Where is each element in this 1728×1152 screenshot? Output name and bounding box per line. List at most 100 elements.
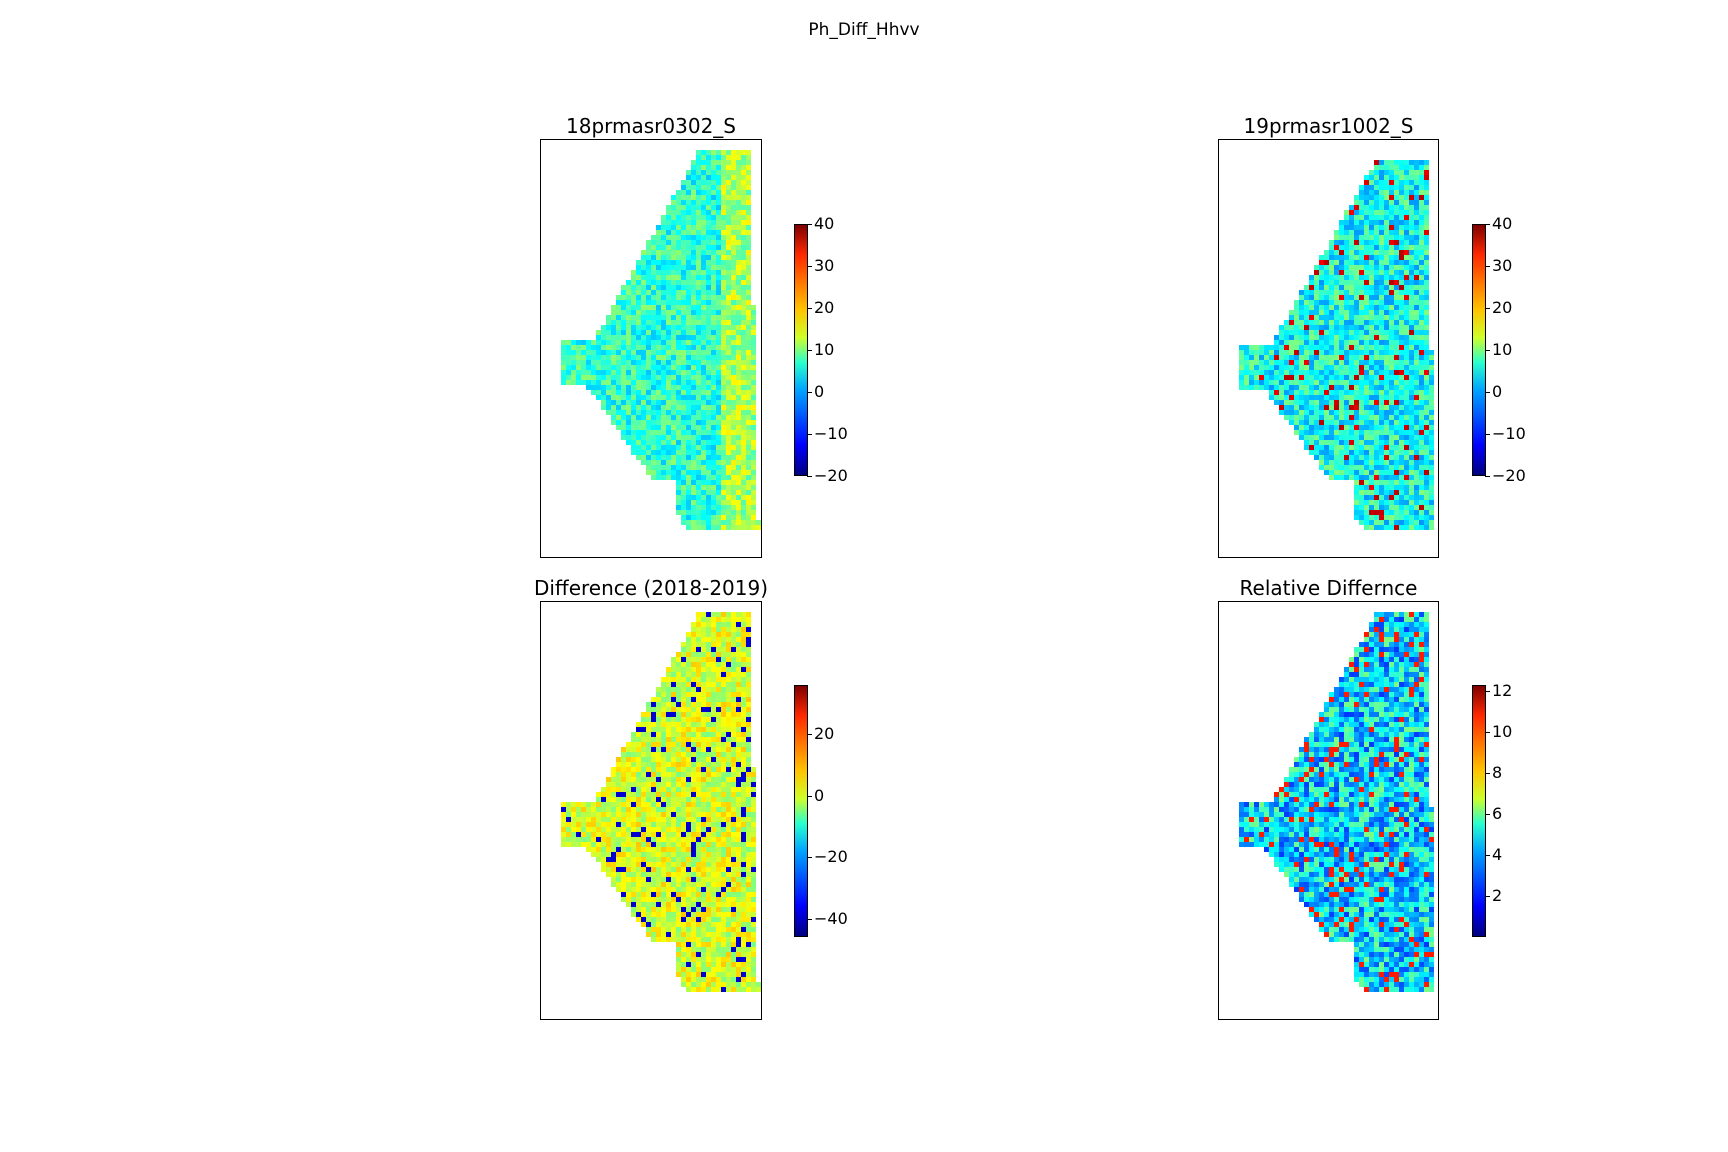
- heatmap-cell: [711, 712, 716, 717]
- heatmap-cell: [1294, 315, 1299, 320]
- heatmap-cell: [1379, 250, 1384, 255]
- heatmap-cell: [631, 300, 636, 305]
- heatmap-cell: [1394, 360, 1399, 365]
- heatmap-cell: [706, 190, 711, 195]
- heatmap-cell: [736, 862, 741, 867]
- heatmap-cell: [1359, 460, 1364, 465]
- heatmap-cell: [1359, 205, 1364, 210]
- heatmap-cell: [741, 732, 746, 737]
- heatmap-cell: [641, 385, 646, 390]
- heatmap-cell: [1369, 275, 1374, 280]
- heatmap-cell: [706, 275, 711, 280]
- heatmap-cell: [726, 717, 731, 722]
- heatmap-cell: [726, 260, 731, 265]
- heatmap-cell: [1369, 425, 1374, 430]
- heatmap-cell: [716, 777, 721, 782]
- heatmap-cell: [671, 822, 676, 827]
- heatmap-cell: [646, 767, 651, 772]
- heatmap-cell: [666, 732, 671, 737]
- heatmap-cell: [751, 817, 756, 822]
- heatmap-cell: [746, 285, 751, 290]
- heatmap-cell: [621, 792, 626, 797]
- heatmap-cell: [1409, 380, 1414, 385]
- heatmap-cell: [716, 185, 721, 190]
- heatmap-cell: [606, 395, 611, 400]
- heatmap-cell: [696, 677, 701, 682]
- heatmap-cell: [691, 642, 696, 647]
- heatmap-cell: [666, 827, 671, 832]
- heatmap-cell: [701, 430, 706, 435]
- heatmap-cell: [731, 722, 736, 727]
- heatmap-cell: [696, 150, 701, 155]
- heatmap-cell: [746, 657, 751, 662]
- heatmap-cell: [736, 712, 741, 717]
- heatmap-cell: [736, 200, 741, 205]
- heatmap-cell: [611, 767, 616, 772]
- heatmap-cell: [1399, 195, 1404, 200]
- heatmap-cell: [676, 250, 681, 255]
- heatmap-cell: [736, 767, 741, 772]
- heatmap-cell: [1314, 435, 1319, 440]
- heatmap-cell: [741, 677, 746, 682]
- heatmap-cell: [636, 752, 641, 757]
- heatmap-cell: [1364, 405, 1369, 410]
- heatmap-cell: [721, 345, 726, 350]
- heatmap-cell: [681, 872, 686, 877]
- heatmap-cell: [1409, 445, 1414, 450]
- heatmap-cell: [1319, 305, 1324, 310]
- heatmap-cell: [706, 757, 711, 762]
- heatmap-cell: [711, 305, 716, 310]
- heatmap-cell: [731, 662, 736, 667]
- heatmap-cell: [666, 862, 671, 867]
- heatmap-cell: [1374, 510, 1379, 515]
- heatmap-cell: [741, 385, 746, 390]
- heatmap-cell: [676, 440, 681, 445]
- heatmap-cell: [1409, 460, 1414, 465]
- heatmap-cell: [731, 485, 736, 490]
- heatmap-cell: [736, 495, 741, 500]
- heatmap-cell: [1324, 260, 1329, 265]
- heatmap-cell: [686, 245, 691, 250]
- heatmap-cell: [726, 480, 731, 485]
- heatmap-cell: [1344, 240, 1349, 245]
- heatmap-cell: [666, 375, 671, 380]
- heatmap-cell: [1394, 365, 1399, 370]
- heatmap-cell: [746, 490, 751, 495]
- heatmap-cell: [1299, 350, 1304, 355]
- heatmap-cell: [681, 330, 686, 335]
- heatmap-cell: [716, 797, 721, 802]
- heatmap-cell: [1349, 475, 1354, 480]
- heatmap-cell: [701, 697, 706, 702]
- heatmap-cell: [626, 872, 631, 877]
- heatmap-cell: [1304, 410, 1309, 415]
- heatmap-cell: [1279, 385, 1284, 390]
- heatmap-cell: [681, 672, 686, 677]
- heatmap-cell: [1424, 255, 1429, 260]
- heatmap-cell: [736, 235, 741, 240]
- heatmap-cell: [656, 270, 661, 275]
- heatmap-cell: [681, 340, 686, 345]
- heatmap-cell: [676, 757, 681, 762]
- heatmap-cell: [1359, 270, 1364, 275]
- heatmap-cell: [721, 622, 726, 627]
- heatmap-cell: [651, 717, 656, 722]
- heatmap-cell: [701, 632, 706, 637]
- heatmap-cell: [731, 837, 736, 842]
- heatmap-cell: [751, 510, 756, 515]
- heatmap-cell: [731, 385, 736, 390]
- heatmap-cell: [731, 150, 736, 155]
- heatmap-cell: [626, 767, 631, 772]
- heatmap-cell: [1389, 385, 1394, 390]
- heatmap-cell: [1329, 335, 1334, 340]
- heatmap-cell: [1319, 435, 1324, 440]
- heatmap-cell: [646, 757, 651, 762]
- heatmap-cell: [1349, 435, 1354, 440]
- heatmap-cell: [721, 505, 726, 510]
- heatmap-cell: [666, 360, 671, 365]
- heatmap-cell: [706, 370, 711, 375]
- heatmap-cell: [1349, 335, 1354, 340]
- heatmap-cell: [1329, 270, 1334, 275]
- heatmap-cell: [1339, 425, 1344, 430]
- heatmap-cell: [731, 335, 736, 340]
- heatmap-cell: [671, 787, 676, 792]
